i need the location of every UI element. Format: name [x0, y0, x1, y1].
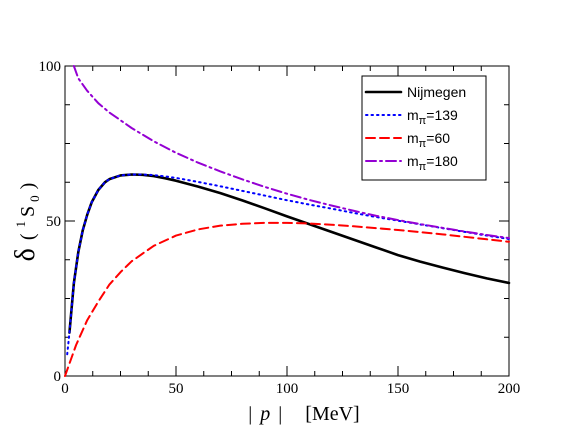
- x-tick-label: 0: [61, 381, 69, 397]
- x-axis-title: | p | [MeV]: [248, 403, 359, 425]
- svg-text:δ ( 1 S: δ ( 1 S 0 ): [10, 183, 43, 262]
- series-line-4: [72, 65, 510, 240]
- x-tick-label: 50: [169, 381, 184, 397]
- series-line-2: [66, 173, 510, 356]
- y-tick-label: 100: [39, 59, 62, 75]
- legend-box: [361, 75, 487, 181]
- x-axis-bar-left: |: [248, 403, 252, 425]
- x-tick-label: 200: [498, 381, 521, 397]
- y-tick-label: 0: [54, 369, 62, 385]
- y-axis-superscript: 1: [13, 221, 28, 228]
- series-line-1: [68, 173, 511, 334]
- legend: Nijmegen mπ=139 mπ=60 mπ=180: [361, 75, 487, 181]
- legend-label-3: mπ=60: [407, 130, 450, 150]
- x-tick-label: 100: [276, 381, 299, 397]
- legend-label-4: mπ=180: [407, 153, 458, 173]
- y-axis-symbol: δ: [10, 248, 41, 261]
- legend-label-2: mπ=139: [407, 107, 458, 127]
- x-axis-variable: p: [258, 403, 270, 425]
- series-line-3: [64, 221, 510, 377]
- y-axis-title: δ ( 1 S 0 ): [10, 183, 43, 262]
- y-tick-label: 50: [46, 214, 61, 230]
- y-axis-close-paren: ): [17, 183, 39, 190]
- x-tick-label: 150: [387, 381, 410, 397]
- legend-label-1: Nijmegen: [407, 84, 466, 100]
- x-axis-unit: [MeV]: [305, 403, 359, 425]
- y-axis-open-paren: (: [17, 233, 39, 240]
- x-axis-bar-right: |: [278, 403, 282, 425]
- y-axis-letter: S: [17, 206, 39, 217]
- y-axis-subscript: 0: [27, 195, 42, 202]
